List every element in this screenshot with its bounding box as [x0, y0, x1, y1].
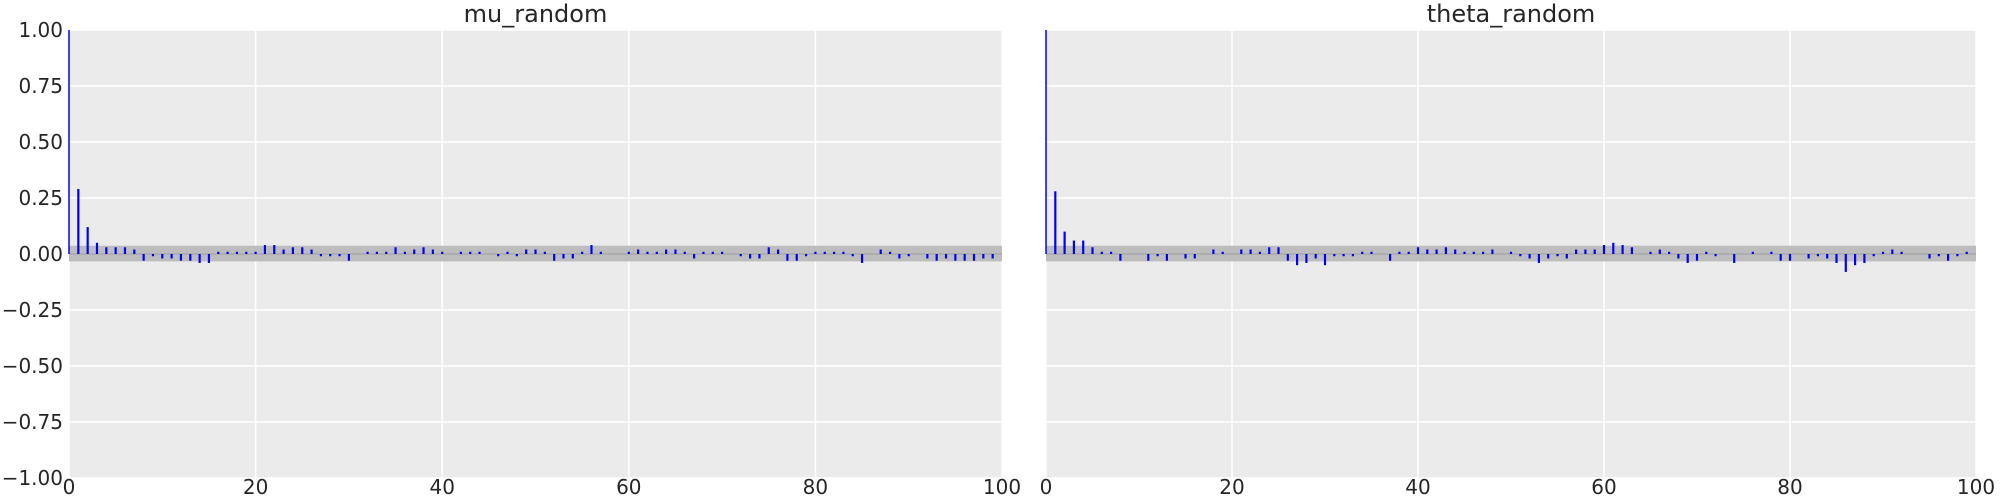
y-tick-label: −0.75 [2, 410, 63, 434]
x-tick-label: 100 [1957, 475, 1995, 499]
y-tick-label: −0.25 [2, 298, 63, 322]
x-tick-label: 20 [243, 475, 268, 499]
chart-title: mu_random [464, 0, 608, 28]
y-tick-label: 0.00 [18, 242, 63, 266]
x-tick-label: 0 [63, 475, 76, 499]
y-tick-label: 0.50 [18, 130, 63, 154]
y-tick-label: −0.50 [2, 354, 63, 378]
y-tick-label: 0.75 [18, 74, 63, 98]
theta-random-panel: theta_random 0 20 40 60 80 100 [1040, 0, 1995, 499]
y-tick-label: 0.25 [18, 186, 63, 210]
x-tick-label: 40 [1405, 475, 1430, 499]
x-tick-label: 100 [983, 475, 1021, 499]
x-tick-label: 0 [1040, 475, 1053, 499]
x-tick-label: 40 [429, 475, 454, 499]
y-tick-label: −1.00 [2, 466, 63, 490]
y-tick-label: 1.00 [18, 18, 63, 42]
chart-title: theta_random [1427, 0, 1596, 28]
x-tick-label: 20 [1219, 475, 1244, 499]
x-tick-label: 60 [616, 475, 641, 499]
x-tick-label: 80 [1777, 475, 1802, 499]
x-tick-label: 80 [803, 475, 828, 499]
mu-random-panel: mu_random 0 20 40 60 80 100 1.00 0.75 0.50 0.25 0.0… [2, 0, 1021, 499]
x-tick-label: 60 [1591, 475, 1616, 499]
